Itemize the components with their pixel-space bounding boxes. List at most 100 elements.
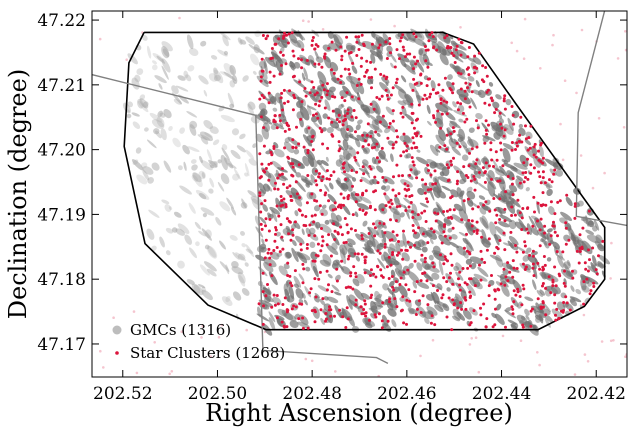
star-cluster-point [410, 121, 414, 125]
gmc-ellipse [546, 257, 552, 262]
star-cluster-point [414, 35, 418, 39]
gmc-ellipse [191, 283, 204, 296]
gmc-ellipse [254, 114, 266, 122]
star-cluster-point [462, 165, 466, 169]
gmc-ellipse [274, 314, 285, 321]
background-cluster-point [220, 323, 224, 327]
star-cluster-point [413, 82, 417, 86]
star-cluster-point [487, 294, 491, 298]
star-cluster-point [529, 171, 533, 175]
star-cluster-point [465, 249, 469, 253]
gmc-ellipse [441, 185, 452, 192]
gmc-ellipse [346, 295, 353, 310]
gmc-ellipse [326, 244, 339, 256]
star-cluster-point [417, 226, 421, 230]
gmc-ellipse [546, 228, 553, 233]
background-cluster-point [321, 28, 325, 31]
star-cluster-point [463, 97, 467, 101]
star-cluster-point [475, 231, 479, 235]
star-cluster-point [510, 205, 514, 209]
star-cluster-point [412, 32, 416, 36]
star-cluster-point [345, 35, 349, 39]
x-axis-label: Right Ascension (degree) [205, 399, 513, 427]
gmc-ellipse [252, 70, 257, 75]
gmc-ellipse [368, 114, 381, 124]
gmc-ellipse [168, 206, 173, 210]
star-cluster-point [292, 93, 296, 97]
star-cluster-point [380, 319, 384, 323]
gmc-ellipse [262, 183, 271, 192]
gmc-ellipse [501, 284, 510, 297]
star-cluster-point [449, 252, 453, 256]
star-cluster-point [412, 55, 416, 59]
star-cluster-point [529, 324, 533, 328]
star-cluster-point [486, 88, 490, 92]
gmc-ellipse [297, 252, 311, 261]
star-cluster-point [423, 45, 427, 48]
star-cluster-point [298, 302, 302, 306]
gmc-ellipse [446, 81, 455, 92]
star-cluster-point [258, 191, 262, 195]
gmc-ellipse [202, 212, 207, 218]
gmc-ellipse [326, 296, 339, 304]
star-cluster-point [302, 145, 306, 149]
gmc-ellipse [417, 187, 425, 196]
gmc-ellipse [382, 283, 389, 291]
star-cluster-point [381, 114, 385, 118]
star-cluster-point [463, 296, 467, 300]
gmc-ellipse [215, 217, 222, 226]
star-cluster-point [359, 64, 363, 68]
star-cluster-point [541, 268, 545, 272]
gmc-ellipse [265, 56, 276, 68]
star-cluster-point [564, 226, 568, 230]
star-cluster-point [313, 47, 317, 51]
gmc-ellipse [177, 223, 190, 234]
star-cluster-point [524, 124, 527, 128]
gmc-ellipse [451, 233, 458, 240]
star-cluster-point [452, 208, 456, 212]
gmc-ellipse [207, 245, 217, 258]
gmc-ellipse [453, 299, 464, 309]
gmc-ellipse [556, 254, 564, 269]
star-cluster-point [384, 178, 388, 182]
star-cluster-point [500, 126, 504, 130]
y-tick-label: 47.21 [37, 76, 86, 96]
star-cluster-point [503, 219, 507, 223]
star-cluster-point [461, 111, 465, 115]
observation-field-edge [92, 73, 389, 365]
star-cluster-point [333, 229, 337, 233]
star-cluster-point [541, 176, 545, 180]
star-cluster-point [532, 274, 536, 278]
star-cluster-point [268, 256, 272, 260]
star-cluster-point [466, 176, 470, 179]
gmc-ellipse [592, 225, 598, 232]
star-cluster-point [431, 35, 435, 39]
gmc-ellipse [314, 205, 321, 212]
gmc-ellipse [493, 131, 501, 140]
background-cluster-point [624, 48, 627, 52]
star-cluster-point [504, 275, 508, 279]
star-cluster-point [506, 175, 510, 178]
star-cluster-point [487, 237, 491, 241]
star-cluster-point [338, 308, 342, 312]
star-cluster-point [266, 283, 269, 286]
gmc-ellipse [275, 197, 282, 212]
star-cluster-point [383, 192, 387, 196]
gmc-ellipse [310, 88, 321, 97]
star-cluster-point [264, 217, 268, 221]
star-cluster-point [363, 271, 367, 275]
star-cluster-point [521, 283, 525, 287]
star-cluster-point [311, 134, 315, 138]
star-cluster-point [341, 166, 345, 170]
star-cluster-point [483, 141, 487, 145]
gmc-ellipse [399, 212, 405, 218]
gmc-ellipse [536, 290, 543, 297]
gmc-ellipse [274, 92, 283, 104]
gmc-ellipse [163, 160, 172, 173]
star-cluster-point [378, 120, 382, 124]
gmc-ellipse [321, 204, 327, 210]
star-cluster-point [344, 240, 348, 244]
star-cluster-point [275, 204, 279, 208]
star-cluster-point [510, 305, 514, 309]
